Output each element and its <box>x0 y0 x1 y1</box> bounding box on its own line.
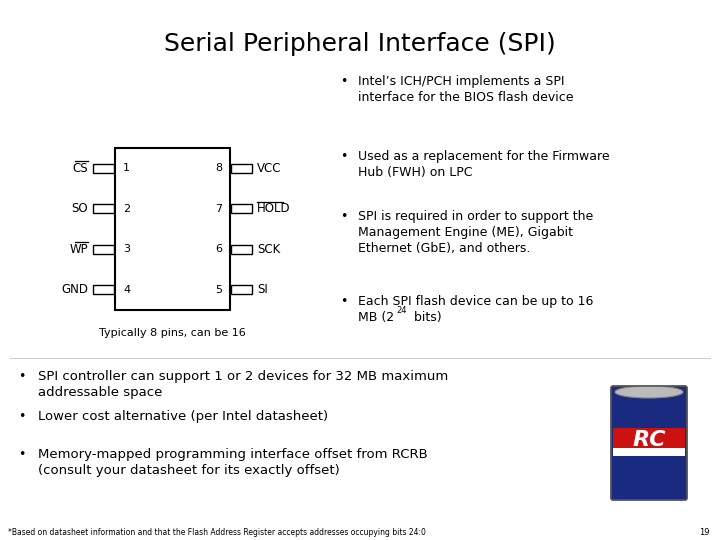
Text: Lower cost alternative (per Intel datasheet): Lower cost alternative (per Intel datash… <box>38 410 328 423</box>
Text: Hub (FWH) on LPC: Hub (FWH) on LPC <box>358 166 472 179</box>
Text: SPI is required in order to support the: SPI is required in order to support the <box>358 210 593 223</box>
Text: MB (2: MB (2 <box>358 311 394 324</box>
Text: 24: 24 <box>396 306 407 315</box>
Text: 6: 6 <box>215 244 222 254</box>
Text: addressable space: addressable space <box>38 386 163 399</box>
Text: 5: 5 <box>215 285 222 295</box>
Text: 2: 2 <box>123 204 130 214</box>
Bar <box>93 285 114 294</box>
Text: Ethernet (GbE), and others.: Ethernet (GbE), and others. <box>358 242 531 255</box>
Bar <box>93 204 114 213</box>
Text: bits): bits) <box>410 311 441 324</box>
Text: SCK: SCK <box>257 243 280 256</box>
Ellipse shape <box>615 386 683 398</box>
Text: Memory-mapped programming interface offset from RCRB: Memory-mapped programming interface offs… <box>38 448 428 461</box>
Bar <box>231 245 252 254</box>
Text: 7: 7 <box>215 204 222 214</box>
Text: Intel’s ICH/PCH implements a SPI: Intel’s ICH/PCH implements a SPI <box>358 75 564 88</box>
Text: •: • <box>18 410 25 423</box>
Text: •: • <box>340 150 347 163</box>
Text: GND: GND <box>61 284 88 296</box>
Text: SI: SI <box>257 284 268 296</box>
Bar <box>613 428 685 448</box>
Text: Serial Peripheral Interface (SPI): Serial Peripheral Interface (SPI) <box>164 32 556 56</box>
Text: (consult your datasheet for its exactly offset): (consult your datasheet for its exactly … <box>38 464 340 477</box>
Text: •: • <box>18 448 25 461</box>
Text: *Based on datasheet information and that the Flash Address Register accepts addr: *Based on datasheet information and that… <box>8 528 426 537</box>
Text: VCC: VCC <box>257 162 282 175</box>
Text: •: • <box>340 75 347 88</box>
Text: SO: SO <box>71 202 88 215</box>
Text: CS: CS <box>73 162 88 175</box>
Bar <box>115 148 230 310</box>
Text: 19: 19 <box>700 528 710 537</box>
Text: interface for the BIOS flash device: interface for the BIOS flash device <box>358 91 574 104</box>
Text: •: • <box>340 295 347 308</box>
Text: 1: 1 <box>123 163 130 173</box>
Text: •: • <box>340 210 347 223</box>
Text: HOLD: HOLD <box>257 202 291 215</box>
Text: WP: WP <box>69 243 88 256</box>
Text: RC: RC <box>632 430 666 450</box>
Text: Each SPI flash device can be up to 16: Each SPI flash device can be up to 16 <box>358 295 593 308</box>
Bar <box>93 164 114 173</box>
Bar <box>231 285 252 294</box>
FancyBboxPatch shape <box>611 386 687 500</box>
Text: Typically 8 pins, can be 16: Typically 8 pins, can be 16 <box>99 328 246 338</box>
Bar <box>93 245 114 254</box>
Text: SPI controller can support 1 or 2 devices for 32 MB maximum: SPI controller can support 1 or 2 device… <box>38 370 449 383</box>
Text: 4: 4 <box>123 285 130 295</box>
Text: Used as a replacement for the Firmware: Used as a replacement for the Firmware <box>358 150 610 163</box>
Bar <box>613 448 685 456</box>
Text: •: • <box>18 370 25 383</box>
Text: Management Engine (ME), Gigabit: Management Engine (ME), Gigabit <box>358 226 573 239</box>
Bar <box>231 164 252 173</box>
Bar <box>231 204 252 213</box>
Text: 8: 8 <box>215 163 222 173</box>
Text: 3: 3 <box>123 244 130 254</box>
